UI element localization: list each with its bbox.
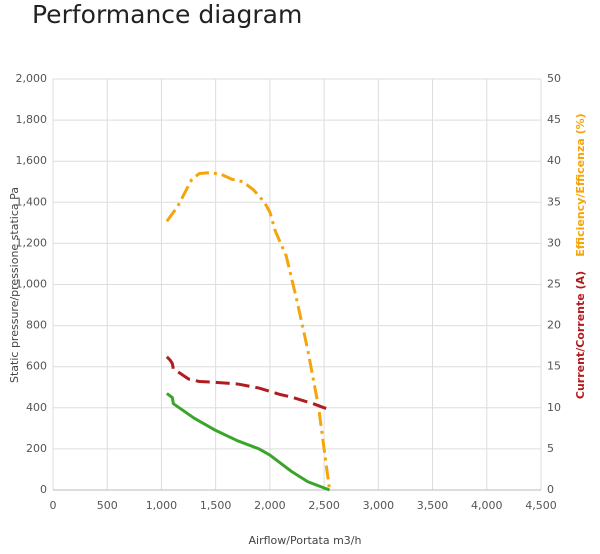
x-tick-label: 4,500 <box>525 499 557 512</box>
x-tick-label: 2,000 <box>254 499 286 512</box>
y-axis-label: Static pressure/pressione statica Pa <box>8 187 21 383</box>
x-tick-label: 3,500 <box>417 499 449 512</box>
y2-tick-label: 10 <box>547 401 561 414</box>
x-tick-label: 1,000 <box>146 499 178 512</box>
x-tick-label: 4,000 <box>471 499 503 512</box>
y2-axis-labels: Efficiency/Efficenza (%) Current/Corrente… <box>574 113 587 399</box>
x-tick-label: 500 <box>97 499 118 512</box>
y-tick-label: 1,600 <box>16 154 48 167</box>
series-line <box>165 355 333 411</box>
series-line <box>165 171 332 491</box>
series-line <box>165 392 331 492</box>
y-tick-label: 200 <box>26 442 47 455</box>
y2-axis-label: Current/Corrente (A) <box>574 271 587 399</box>
y2-tick-label: 50 <box>547 72 561 85</box>
y-tick-label: 2,000 <box>16 72 48 85</box>
y-tick-label: 1,000 <box>16 278 48 291</box>
y-tick-label: 1,400 <box>16 195 48 208</box>
x-tick-label: 3,000 <box>363 499 395 512</box>
y-tick-label: 800 <box>26 319 47 332</box>
y-tick-label: 1,200 <box>16 236 48 249</box>
y2-tick-label: 0 <box>547 483 554 496</box>
x-tick-label: 1,500 <box>200 499 232 512</box>
x-tick-label: 0 <box>50 499 57 512</box>
y2-tick-label: 35 <box>547 195 561 208</box>
y-tick-label: 400 <box>26 401 47 414</box>
y-tick-label: 600 <box>26 360 47 373</box>
y-tick-label: 1,800 <box>16 113 48 126</box>
y2-tick-label: 20 <box>547 319 561 332</box>
y2-axis-label: Efficiency/Efficenza (%) <box>574 113 587 256</box>
y2-tick-label: 15 <box>547 360 561 373</box>
y2-tick-label: 5 <box>547 442 554 455</box>
x-tick-label: 2,500 <box>308 499 340 512</box>
y-tick-label: 0 <box>40 483 47 496</box>
chart-title: Performance diagram <box>32 0 302 29</box>
y2-tick-label: 45 <box>547 113 561 126</box>
x-axis-label: Airflow/Portata m3/h <box>249 534 362 547</box>
y2-tick-label: 30 <box>547 236 561 249</box>
y2-tick-label: 40 <box>547 154 561 167</box>
y2-tick-label: 25 <box>547 278 561 291</box>
